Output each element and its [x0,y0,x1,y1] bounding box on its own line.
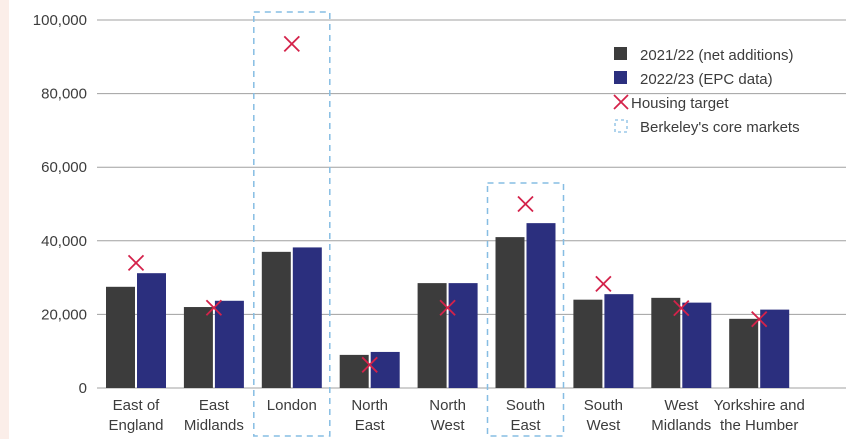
marker-stroke [595,275,612,292]
marker-stroke [517,195,534,213]
bar-2022-23 [137,273,166,388]
bar-2022-23 [448,283,478,388]
x-category-label: West [664,397,699,414]
x-category-label: West [586,417,621,434]
bar-2021-22 [106,286,135,388]
bar-2022-23 [526,223,556,388]
y-tick-label: 20,000 [41,306,87,323]
core-market-box [253,11,331,437]
gridlines [97,19,846,389]
y-tick-label: 0 [79,380,87,397]
bar-2022-23 [760,309,790,388]
housing-target-marker [439,299,456,316]
x-category-label: the Humber [720,417,798,434]
legend-entry-housing-target: Housing target [613,94,729,112]
legend-label: Berkeley's core markets [640,119,800,136]
y-tick-label: 40,000 [41,233,87,250]
bar-2022-23 [682,302,712,388]
marker-stroke [127,254,145,272]
bar-2021-22 [729,318,759,388]
bar-2021-22 [651,297,681,388]
legend: 2021/22 (net additions) 2022/23 (EPC data… [613,47,800,136]
legend-entry-2022-23: 2022/23 (EPC data) [614,71,773,88]
housing-target-markers [127,35,768,373]
bar-2021-22 [495,237,525,388]
housing-target-marker [673,300,690,317]
left-accent-strip [0,0,9,439]
x-category-label: East of [113,397,161,414]
x-category-label: East [355,417,386,434]
legend-swatch [614,71,627,84]
x-category-label: East [199,397,230,414]
bar-2022-23 [292,247,322,388]
legend-label: Housing target [631,95,729,112]
legend-swatch [614,47,627,60]
y-axis-tick-labels: 0 20,000 40,000 60,000 80,000 100,000 [33,12,87,397]
x-category-label: England [108,417,163,434]
y-tick-label: 60,000 [41,159,87,176]
bar-2022-23 [214,300,244,388]
housing-target-marker [595,275,612,292]
x-category-label: West [431,417,466,434]
x-category-label: London [267,397,317,414]
x-axis-category-labels: East of England East Midlands London North Eas… [108,397,804,434]
x-category-label: South [584,397,623,414]
legend-entry-core-markets: Berkeley's core markets [614,119,800,136]
marker-stroke [205,299,223,316]
legend-label: 2021/22 (net additions) [640,47,793,64]
x-category-label: North [351,397,388,414]
housing-target-marker [283,35,300,53]
marker-stroke [283,35,300,53]
bar-2021-22 [573,299,603,388]
housing-target-marker [127,254,145,272]
marker-stroke [361,356,378,373]
marker-stroke [751,311,768,328]
core-market-highlights [253,11,565,437]
marker-stroke [439,299,456,316]
legend-swatch [614,119,628,133]
legend-swatch [613,94,629,110]
x-category-label: Midlands [184,417,244,434]
legend-label: 2022/23 (EPC data) [640,71,773,88]
bars [106,223,790,388]
x-category-label: Midlands [651,417,711,434]
bar-2022-23 [604,294,634,388]
x-category-label: East [510,417,541,434]
bar-2021-22 [417,283,447,388]
bar-2021-22 [261,251,291,388]
bar-2021-22 [183,307,213,388]
housing-target-marker [205,299,223,316]
y-tick-label: 80,000 [41,86,87,103]
x-category-label: North [429,397,466,414]
core-market-box [486,182,565,437]
x-category-label: Yorkshire and [714,397,805,414]
x-category-label: South [506,397,545,414]
y-tick-label: 100,000 [33,12,87,29]
housing-target-marker [361,356,378,373]
housing-target-marker [751,311,768,328]
marker-stroke [673,300,690,317]
housing-target-marker [517,195,534,213]
legend-entry-2021-22: 2021/22 (net additions) [614,47,793,64]
